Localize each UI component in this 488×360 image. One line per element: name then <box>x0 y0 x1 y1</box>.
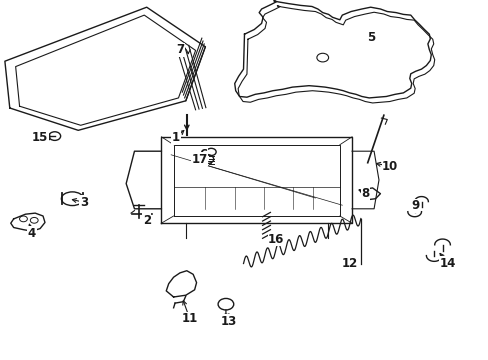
Text: 5: 5 <box>367 31 375 44</box>
Text: 3: 3 <box>80 196 88 209</box>
Text: 4: 4 <box>28 227 36 240</box>
Text: 1: 1 <box>172 131 180 144</box>
Text: 14: 14 <box>438 257 455 270</box>
Text: 15: 15 <box>32 131 48 144</box>
Text: 11: 11 <box>181 312 198 325</box>
Text: 8: 8 <box>361 187 369 200</box>
Text: 16: 16 <box>267 233 284 246</box>
Text: 10: 10 <box>381 160 398 173</box>
Text: 17: 17 <box>191 153 207 166</box>
Text: 12: 12 <box>341 257 357 270</box>
Text: 7: 7 <box>176 43 183 56</box>
Text: 9: 9 <box>411 199 419 212</box>
Text: 2: 2 <box>142 214 150 227</box>
Text: 6: 6 <box>199 148 206 161</box>
Text: 13: 13 <box>220 315 237 328</box>
